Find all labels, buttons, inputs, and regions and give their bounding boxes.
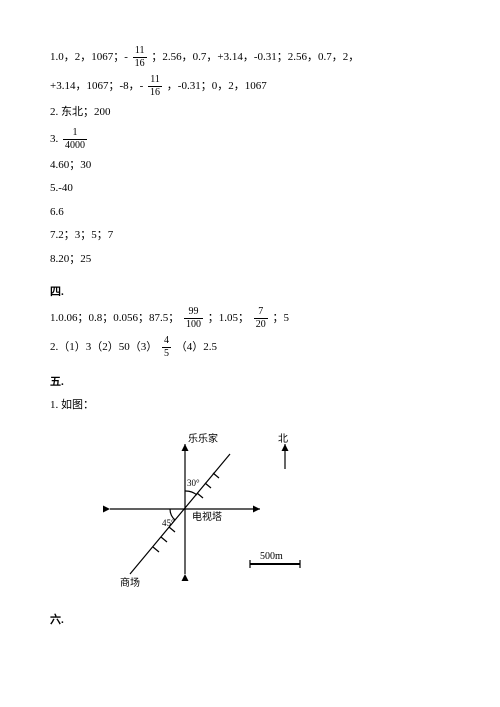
label-45: 45° bbox=[162, 518, 175, 528]
line-7: 6.6 bbox=[50, 204, 450, 222]
fraction: 45 bbox=[162, 336, 171, 359]
fraction: 1116 bbox=[148, 75, 162, 98]
fraction: 1116 bbox=[133, 46, 147, 69]
s4-line-1: 1.0.06；0.8；0.056；87.5； 99100 ；1.05； 720 … bbox=[50, 307, 450, 330]
fraction: 99100 bbox=[184, 307, 203, 330]
label-lele: 乐乐家 bbox=[188, 432, 218, 445]
section-4-heading: 四. bbox=[50, 283, 450, 299]
s5-line-1: 1. 如图： bbox=[50, 397, 450, 415]
text: ，-0.31；0，2，1067 bbox=[167, 80, 267, 92]
line-4: 3. 14000 bbox=[50, 128, 450, 151]
text: ；5 bbox=[273, 312, 290, 324]
label-tower: 电视塔 bbox=[192, 510, 222, 523]
text: 2.（1）3（2）50（3） bbox=[50, 341, 157, 353]
fraction: 720 bbox=[254, 307, 268, 330]
text: ；2.56，0.7，+3.14，-0.31；2.56，0.7，2， bbox=[151, 51, 359, 63]
section-6-heading: 六. bbox=[50, 611, 450, 627]
diagram-svg: 乐乐家 北 电视塔 商场 30° 45° 500m bbox=[90, 424, 310, 594]
text: （4）2.5 bbox=[176, 341, 217, 353]
text: 1.0，2，1067；- bbox=[50, 51, 128, 63]
text: +3.14，1067；-8，- bbox=[50, 80, 143, 92]
line-2: +3.14，1067；-8，- 1116 ，-0.31；0，2，1067 bbox=[50, 75, 450, 98]
line-3: 2. 东北；200 bbox=[50, 104, 450, 122]
label-30: 30° bbox=[187, 478, 200, 488]
s4-line-2: 2.（1）3（2）50（3） 45 （4）2.5 bbox=[50, 336, 450, 359]
line-6: 5.-40 bbox=[50, 180, 450, 198]
line-1: 1.0，2，1067；- 1116 ；2.56，0.7，+3.14，-0.31；… bbox=[50, 46, 450, 69]
text: 1.0.06；0.8；0.056；87.5； bbox=[50, 312, 179, 324]
direction-diagram: 乐乐家 北 电视塔 商场 30° 45° 500m bbox=[90, 424, 450, 597]
label-shop: 商场 bbox=[120, 576, 140, 589]
line-9: 8.20；25 bbox=[50, 251, 450, 269]
section-5-heading: 五. bbox=[50, 373, 450, 389]
text: ；1.05； bbox=[208, 312, 249, 324]
line-5: 4.60；30 bbox=[50, 157, 450, 175]
line-8: 7.2；3；5；7 bbox=[50, 227, 450, 245]
label-scale: 500m bbox=[260, 551, 283, 562]
text: 3. bbox=[50, 133, 58, 145]
label-north: 北 bbox=[278, 433, 288, 445]
fraction: 14000 bbox=[63, 128, 87, 151]
